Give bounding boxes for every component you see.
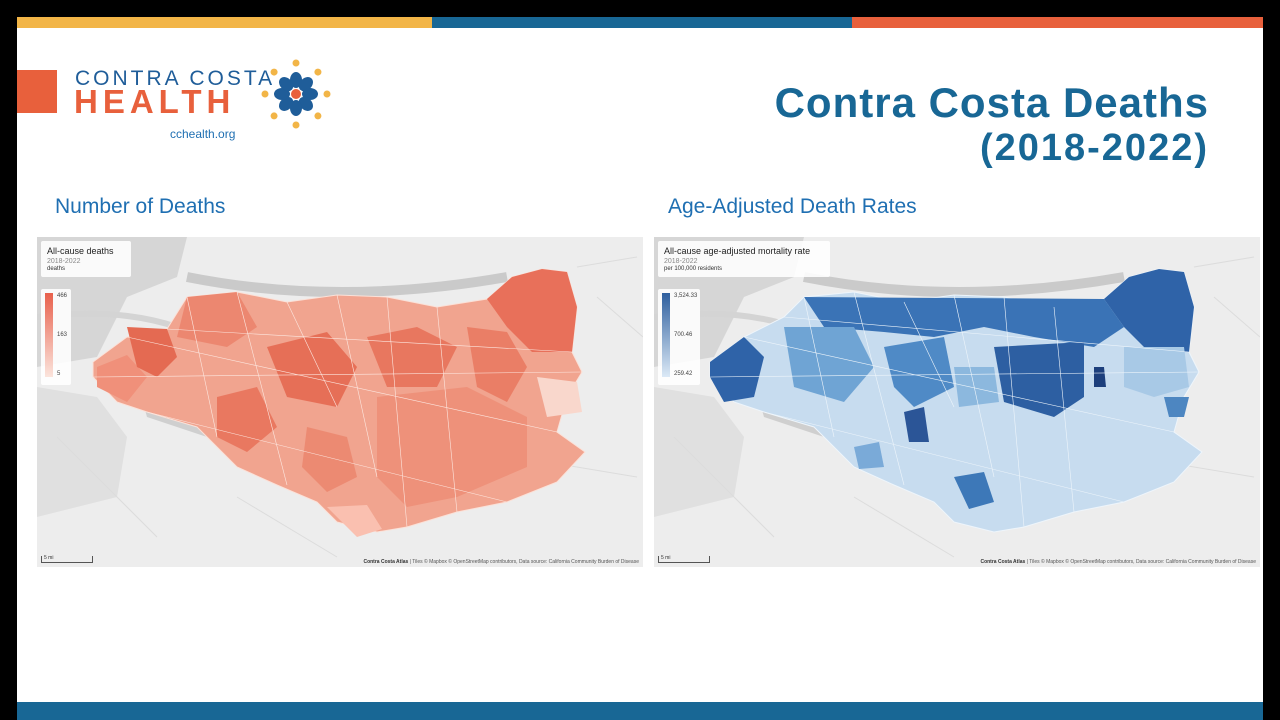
rates-legend-period: 2018-2022 (664, 258, 698, 265)
deaths-attribution-text: | Tiles © Mapbox © OpenStreetMap contrib… (408, 559, 639, 565)
page-subtitle: (2018-2022) (979, 127, 1209, 169)
deaths-legend-card: All-cause deaths 2018-2022 deaths (41, 241, 131, 277)
deaths-legend-title: All-cause deaths (47, 246, 114, 256)
rates-basemap (654, 237, 1260, 567)
deaths-legend-max: 466 (57, 293, 68, 299)
top-stripe-orange (852, 17, 1263, 28)
deaths-legend-min: 5 (57, 371, 61, 377)
logo-line2: HEALTH (74, 83, 236, 120)
deaths-heading: Number of Deaths (55, 195, 226, 218)
deaths-scale-bar: 5 mi (41, 556, 93, 563)
deaths-attribution: Contra Costa Atlas | Tiles © Mapbox © Op… (363, 559, 639, 565)
rates-heading: Age-Adjusted Death Rates (668, 195, 917, 218)
page-title: Contra Costa Deaths (774, 79, 1209, 126)
logo-url: cchealth.org (170, 127, 236, 141)
rates-legend-min: 259.42 (674, 371, 693, 377)
bottom-bar (17, 702, 1263, 720)
deaths-legend-unit: deaths (47, 266, 66, 272)
deaths-basemap (37, 237, 643, 567)
deaths-legend-period: 2018-2022 (47, 258, 81, 265)
deaths-legend-scale: 466 163 5 (41, 289, 71, 385)
rates-scale-bar: 5 mi (658, 556, 710, 563)
rates-legend-gradient (662, 293, 670, 377)
rates-attribution-source: Contra Costa Atlas (980, 559, 1026, 565)
logo-orange-block (17, 70, 57, 113)
rates-attribution: Contra Costa Atlas | Tiles © Mapbox © Op… (980, 559, 1256, 565)
rates-legend-max: 3,524.33 (674, 293, 698, 299)
flower-logo-icon (261, 59, 331, 129)
deaths-legend-gradient (45, 293, 53, 377)
rates-attribution-text: | Tiles © Mapbox © OpenStreetMap contrib… (1025, 559, 1256, 565)
deaths-attribution-source: Contra Costa Atlas (363, 559, 409, 565)
rates-legend-title: All-cause age-adjusted mortality rate (664, 246, 811, 256)
slide: CONTRA COSTA HEALTH cchealth.org (17, 17, 1263, 720)
rates-legend-scale: 3,524.33 700.46 259.42 (658, 289, 700, 385)
rates-legend-mid: 700.46 (674, 332, 693, 338)
logo-line1: CONTRA COSTA (75, 67, 276, 90)
top-stripe-gold (17, 17, 432, 28)
deaths-map[interactable]: All-cause deaths 2018-2022 deaths 466 16… (37, 237, 643, 567)
rates-legend-card: All-cause age-adjusted mortality rate 20… (658, 241, 830, 277)
deaths-legend-mid: 163 (57, 332, 68, 338)
top-stripe-blue (432, 17, 852, 28)
rates-map[interactable]: All-cause age-adjusted mortality rate 20… (654, 237, 1260, 567)
rates-legend-unit: per 100,000 residents (664, 266, 723, 272)
